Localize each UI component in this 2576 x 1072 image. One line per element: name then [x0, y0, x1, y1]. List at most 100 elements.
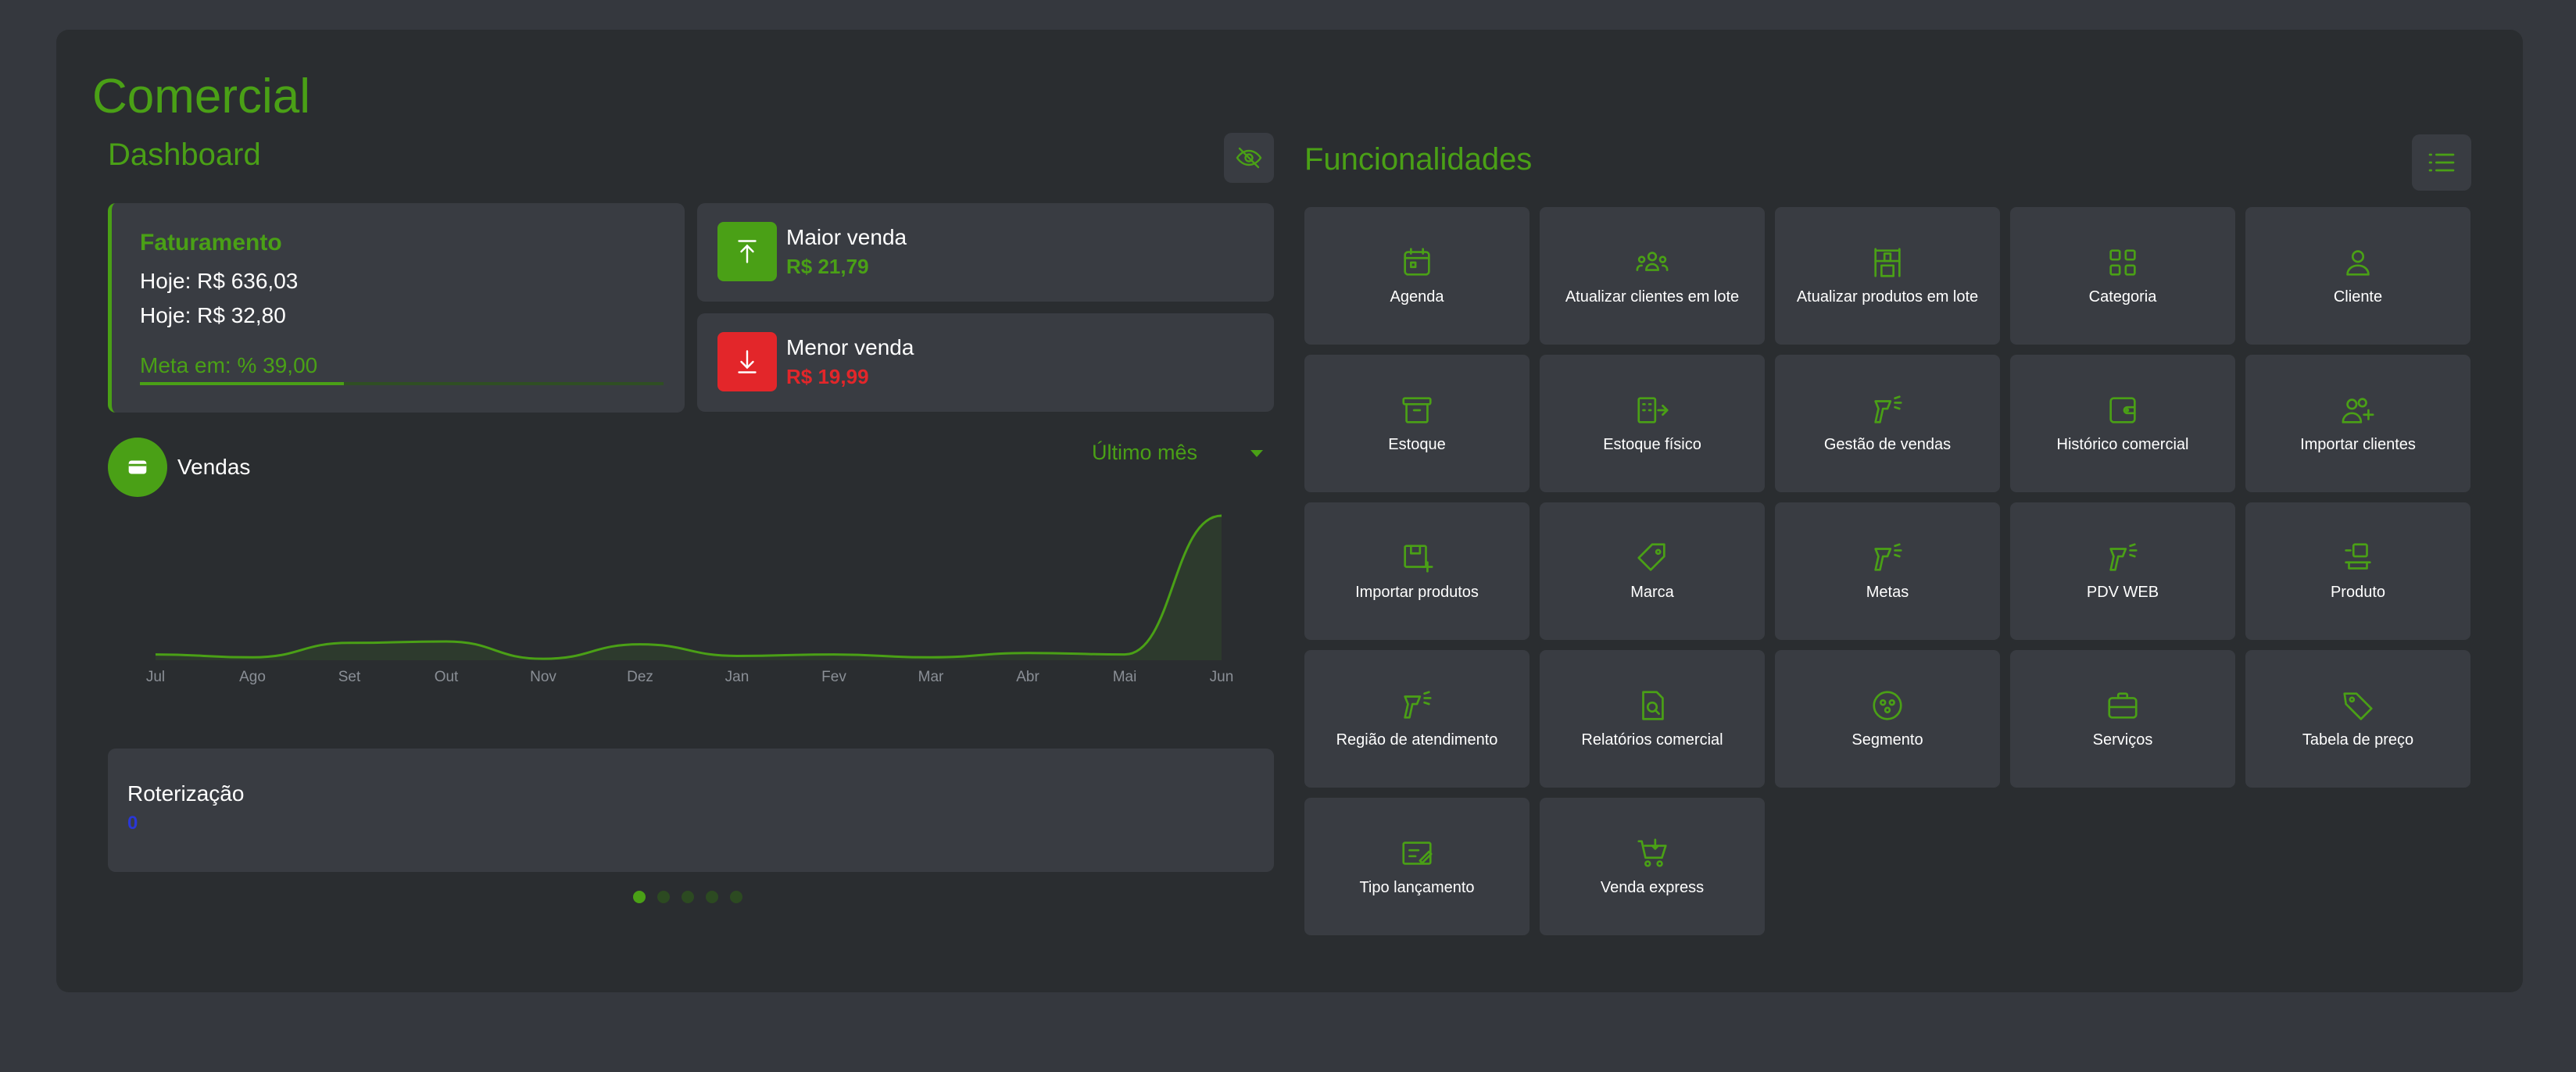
wallet-card-icon	[108, 438, 167, 497]
x-tick-label: Fev	[821, 669, 846, 685]
wallet-icon	[2109, 397, 2136, 423]
feature-tile[interactable]: Atualizar produtos em lote	[1775, 207, 2000, 345]
feature-tile[interactable]: Tipo lançamento	[1304, 798, 1530, 935]
feature-tile-label: Histórico comercial	[2056, 436, 2189, 453]
x-tick-label: Ago	[239, 669, 266, 685]
feature-tile-label: Venda express	[1600, 879, 1705, 896]
tag-icon	[1637, 543, 1665, 571]
toggle-visibility-button[interactable]	[1224, 133, 1274, 183]
briefcase-icon	[2108, 692, 2138, 719]
entry-type-icon	[1402, 842, 1433, 865]
feature-tile[interactable]: Tabela de preço	[2245, 650, 2470, 788]
archive-icon	[1402, 397, 1432, 423]
feature-tile-label: Estoque físico	[1603, 436, 1701, 453]
feature-tile[interactable]: Região de atendimento	[1304, 650, 1530, 788]
users-group-icon	[1636, 252, 1669, 271]
feature-tile-label: Tabela de preço	[2302, 731, 2414, 749]
faturamento-title: Faturamento	[140, 230, 282, 255]
feature-tile-label: Serviços	[2092, 731, 2153, 749]
feature-tile[interactable]: PDV WEB	[2010, 502, 2235, 640]
feature-tile-label: Tipo lançamento	[1359, 879, 1475, 896]
feature-tile[interactable]: Relatórios comercial	[1540, 650, 1765, 788]
feature-tile-label: Importar clientes	[2300, 436, 2416, 453]
feature-tile[interactable]: Metas	[1775, 502, 2000, 640]
user-add-icon	[2342, 398, 2374, 423]
feature-tile[interactable]: Marca	[1540, 502, 1765, 640]
feature-tile-label: Estoque	[1388, 436, 1446, 453]
feature-tile-label: Produto	[2330, 584, 2386, 601]
feature-tile-label: Importar produtos	[1355, 584, 1479, 601]
x-tick-label: Abr	[1016, 669, 1039, 685]
feature-tile[interactable]: Estoque	[1304, 355, 1530, 492]
meta-progress-fill	[140, 382, 345, 385]
x-tick-label: Set	[338, 669, 361, 685]
feature-tile[interactable]: Cliente	[2245, 207, 2470, 345]
feature-tile-label: Metas	[1866, 584, 1909, 601]
feature-tile-label: Cliente	[2333, 288, 2383, 306]
building-arrow-icon	[1637, 397, 1669, 423]
feature-tile-label: Categoria	[2088, 288, 2157, 306]
product-icon	[2345, 543, 2371, 570]
feature-tile[interactable]: Serviços	[2010, 650, 2235, 788]
feature-tile-label: Agenda	[1390, 288, 1444, 306]
vendas-line	[155, 514, 1222, 660]
dashboard-title: Dashboard	[108, 138, 261, 172]
x-tick-label: Dez	[627, 669, 653, 685]
feature-tile-label: Atualizar produtos em lote	[1796, 288, 1979, 306]
carousel-dot[interactable]	[633, 891, 646, 903]
feature-tile[interactable]: Categoria	[2010, 207, 2235, 345]
list-view-button[interactable]	[2412, 134, 2471, 191]
period-select[interactable]: Último mês	[1092, 441, 1198, 464]
feature-tile[interactable]: Segmento	[1775, 650, 2000, 788]
feature-tile-label: Atualizar clientes em lote	[1565, 288, 1740, 306]
feature-tile[interactable]: Importar clientes	[2245, 355, 2470, 492]
menor-venda-card: Menor venda R$ 19,99	[697, 313, 1274, 412]
faturamento-hoje-2: Hoje: R$ 32,80	[140, 303, 286, 327]
cart-icon	[1637, 838, 1667, 867]
carousel-dot[interactable]	[682, 891, 694, 903]
meta-label: Meta em: % 39,00	[140, 353, 318, 377]
maior-venda-value: R$ 21,79	[786, 255, 869, 278]
x-tick-label: Out	[435, 669, 459, 685]
carousel-dot[interactable]	[730, 891, 742, 903]
feature-tile-label: Marca	[1630, 584, 1674, 601]
roterizacao-value: 0	[127, 813, 138, 834]
shelf-icon	[1874, 248, 1901, 277]
feature-tile[interactable]: Agenda	[1304, 207, 1530, 345]
feature-tile[interactable]: Produto	[2245, 502, 2470, 640]
scanner-icon	[1874, 543, 1902, 571]
x-tick-label: Nov	[530, 669, 556, 685]
feature-tile-label: Gestão de vendas	[1823, 436, 1952, 453]
scanner-icon	[2109, 543, 2138, 571]
feature-tile[interactable]: Atualizar clientes em lote	[1540, 207, 1765, 345]
scanner-icon	[1404, 691, 1432, 719]
report-search-icon	[1642, 691, 1664, 720]
x-tick-label: Mar	[918, 669, 944, 685]
feature-tile[interactable]: Importar produtos	[1304, 502, 1530, 640]
scanner-icon	[1874, 395, 1902, 423]
vendas-area	[156, 516, 1222, 660]
list-icon	[2428, 153, 2455, 172]
faturamento-hoje-1: Hoje: R$ 636,03	[140, 269, 299, 293]
vendas-chart: Jul Ago Set Out Nov Dez Jan Fev Mar Abr Mai Jun	[146, 514, 1234, 685]
feature-tile-label: Segmento	[1852, 731, 1923, 749]
roterizacao-title: Roterização	[127, 781, 245, 806]
feature-tile[interactable]: Histórico comercial	[2010, 355, 2235, 492]
x-tick-label: Jun	[1210, 669, 1234, 685]
menor-venda-label: Menor venda	[786, 335, 914, 359]
feature-tile[interactable]: Venda express	[1540, 798, 1765, 935]
menor-venda-value: R$ 19,99	[786, 365, 869, 388]
user-icon	[2346, 250, 2370, 276]
arrow-up-to-line-icon	[717, 222, 777, 281]
faturamento-card: Faturamento Hoje: R$ 636,03 Hoje: R$ 32,…	[108, 203, 685, 413]
carousel-dot[interactable]	[657, 891, 670, 903]
carousel-dots	[633, 891, 742, 903]
price-tag-icon	[2343, 692, 2373, 720]
feature-tile[interactable]: Gestão de vendas	[1775, 355, 2000, 492]
chevron-down-icon[interactable]	[1250, 450, 1263, 457]
segment-icon	[1873, 691, 1902, 720]
carousel-dot[interactable]	[706, 891, 718, 903]
feature-tile[interactable]: Estoque físico	[1540, 355, 1765, 492]
funcionalidades-title: Funcionalidades	[1304, 142, 1533, 177]
feature-tile-label: Região de atendimento	[1336, 731, 1498, 749]
